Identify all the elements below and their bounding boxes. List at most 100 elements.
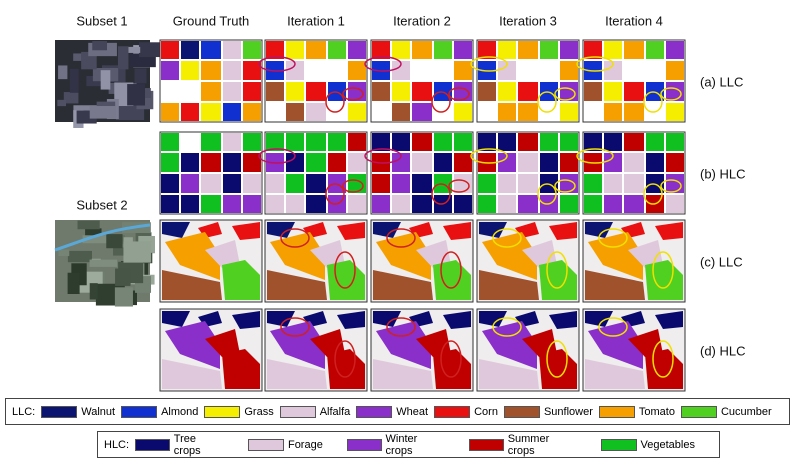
field	[549, 222, 577, 240]
legend-item: Tree crops	[135, 433, 224, 457]
field	[560, 82, 578, 101]
field	[161, 133, 179, 151]
legend-label: Forage	[287, 438, 323, 451]
field	[518, 153, 538, 172]
field	[412, 41, 432, 59]
legend-label: Winter crops	[385, 432, 418, 457]
highlight	[364, 148, 402, 164]
field	[267, 359, 327, 389]
field	[666, 41, 684, 59]
field	[604, 103, 622, 121]
field	[584, 195, 602, 213]
field	[479, 359, 539, 389]
field	[223, 153, 241, 172]
image-patch	[106, 234, 123, 249]
field	[454, 195, 472, 213]
field	[243, 133, 261, 151]
highlight	[652, 340, 674, 378]
field	[498, 61, 516, 80]
map-tile	[470, 39, 580, 123]
field	[478, 195, 496, 213]
field	[454, 133, 472, 151]
highlight	[537, 91, 557, 113]
legend-label: Cucumber	[720, 405, 772, 418]
field	[434, 41, 452, 59]
field	[498, 195, 516, 213]
field	[412, 195, 432, 213]
legend-item: Corn	[434, 405, 498, 418]
image-patch	[81, 51, 97, 70]
map-tile	[364, 39, 474, 123]
field	[165, 232, 220, 280]
field	[392, 61, 410, 80]
legend-label: Vegetables	[640, 438, 695, 451]
field	[392, 174, 410, 193]
image-patch	[77, 220, 100, 230]
field	[498, 153, 516, 172]
map-tile	[364, 131, 474, 215]
field	[373, 222, 401, 238]
image-patch	[63, 92, 79, 104]
field	[328, 41, 346, 59]
field	[181, 41, 199, 59]
field	[286, 41, 304, 59]
field	[348, 41, 366, 59]
field	[243, 41, 261, 59]
field	[604, 195, 622, 213]
field	[201, 133, 221, 151]
field	[454, 61, 472, 80]
image-patch	[89, 283, 98, 300]
map-tile	[159, 131, 263, 215]
field	[181, 103, 199, 121]
field	[584, 174, 602, 193]
field	[560, 103, 578, 121]
field	[243, 195, 261, 213]
field	[604, 133, 622, 151]
field	[454, 153, 472, 172]
field	[666, 153, 684, 172]
map-tile	[159, 219, 263, 303]
field	[337, 311, 365, 329]
field	[479, 311, 507, 327]
legend-hlc: HLC: Tree crops Forage Winter crops Summer c…	[97, 431, 720, 458]
field	[604, 41, 622, 59]
map-tile	[159, 39, 263, 123]
field	[604, 61, 622, 80]
image-patch	[134, 68, 147, 84]
field	[454, 103, 472, 121]
legend-label: Almond	[161, 405, 199, 418]
field	[243, 153, 261, 172]
legend-label: Summer crops	[507, 432, 550, 457]
field	[161, 195, 179, 213]
map-tile	[470, 131, 580, 215]
highlight	[431, 183, 451, 205]
image-patch	[58, 249, 70, 257]
field	[161, 41, 179, 59]
highlight	[470, 148, 508, 164]
field	[478, 82, 496, 101]
map-tile	[476, 219, 580, 303]
field	[266, 133, 284, 151]
highlight	[546, 340, 568, 378]
field	[243, 103, 261, 121]
field	[201, 103, 221, 121]
field	[337, 222, 365, 240]
legend-llc: LLC: Walnut Almond Grass Alfalfa Wheat Corn Sun…	[5, 398, 790, 425]
field	[412, 82, 432, 101]
field	[201, 195, 221, 213]
field	[161, 153, 179, 172]
highlight	[660, 87, 682, 101]
field	[624, 41, 644, 59]
field	[560, 61, 578, 80]
field	[585, 270, 645, 300]
field	[666, 195, 684, 213]
field	[518, 174, 538, 193]
field	[584, 82, 602, 101]
legend-label: Sunflower	[543, 405, 593, 418]
map-tile	[264, 219, 368, 303]
field	[181, 61, 199, 80]
field	[306, 195, 326, 213]
legend-item: Tomato	[598, 405, 675, 418]
image-patch	[115, 268, 131, 286]
